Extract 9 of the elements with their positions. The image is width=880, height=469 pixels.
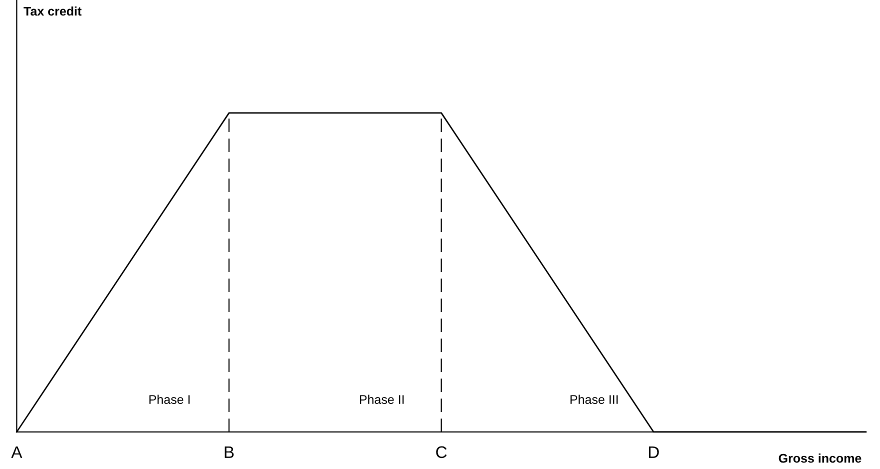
x-axis-title: Gross income — [778, 454, 862, 463]
annotation: Phase III — [570, 394, 618, 404]
x-tick-label: B — [224, 446, 234, 458]
x-tick-label: D — [648, 446, 659, 458]
annotation: Phase II — [360, 394, 404, 404]
x-tick-label: C — [436, 446, 447, 458]
annotation: Phase I — [149, 394, 190, 404]
x-tick-label: A — [11, 446, 22, 458]
text: Tax credit — [24, 6, 82, 16]
